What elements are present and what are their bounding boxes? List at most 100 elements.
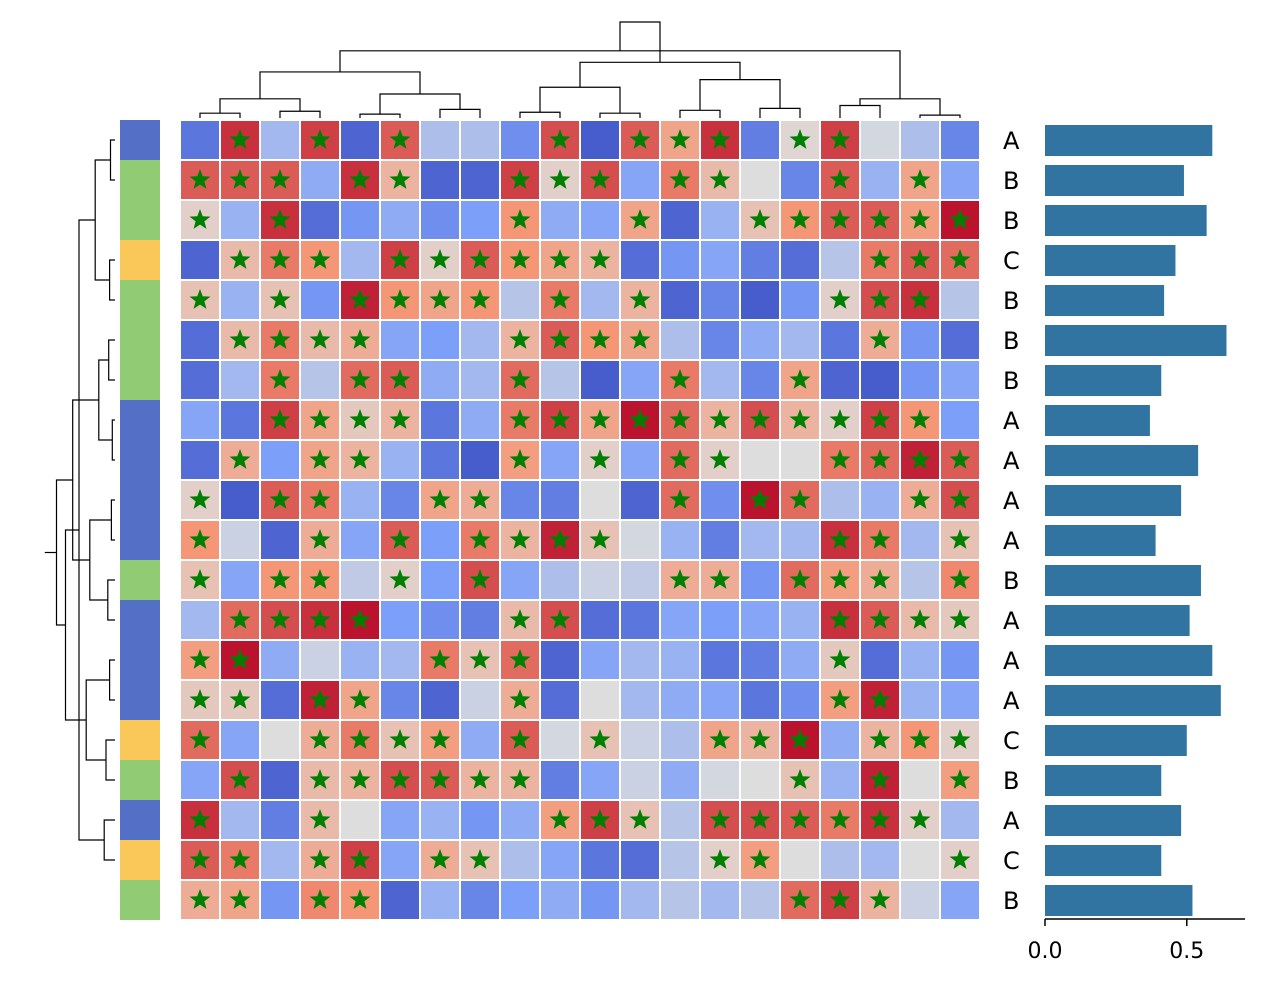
- heatmap-cell: [659, 599, 701, 641]
- heatmap-cell: [619, 719, 661, 761]
- heatmap-cell: [779, 239, 821, 281]
- heatmap-cell: [899, 239, 941, 281]
- heatmap-cell: [579, 199, 621, 241]
- dendrogram-link: [55, 479, 73, 626]
- significance-star-icon: [349, 409, 371, 429]
- heatmap-cell: [819, 839, 861, 881]
- significance-star-icon: [229, 249, 251, 269]
- significance-star-icon: [389, 289, 411, 309]
- significance-star-icon: [629, 409, 651, 429]
- heatmap-cell: [459, 399, 501, 441]
- bar: [1045, 245, 1176, 276]
- heatmap-cell: [699, 319, 741, 361]
- significance-star-icon: [469, 769, 491, 789]
- bar: [1045, 765, 1162, 796]
- bar: [1045, 405, 1150, 436]
- significance-star-icon: [349, 449, 371, 469]
- significance-star-icon: [269, 569, 291, 589]
- significance-star-icon: [389, 169, 411, 189]
- heatmap-cell: [619, 159, 661, 201]
- heatmap-cell: [219, 559, 261, 601]
- dendrogram-link: [259, 71, 421, 99]
- significance-star-icon: [349, 769, 371, 789]
- significance-star-icon: [789, 809, 811, 829]
- significance-star-icon: [429, 649, 451, 669]
- significance-star-icon: [509, 649, 531, 669]
- heatmap-cell: [899, 159, 941, 201]
- significance-star-icon: [949, 769, 971, 789]
- significance-star-icon: [629, 329, 651, 349]
- row-group-color-cell: [120, 840, 160, 880]
- heatmap-cell: [499, 799, 541, 841]
- significance-star-icon: [549, 169, 571, 189]
- significance-star-icon: [269, 289, 291, 309]
- heatmap-cell: [939, 679, 981, 721]
- significance-star-icon: [709, 729, 731, 749]
- significance-star-icon: [829, 449, 851, 469]
- heatmap-cell: [579, 119, 621, 161]
- heatmap-cell: [619, 439, 661, 481]
- significance-star-icon: [349, 289, 371, 309]
- significance-star-icon: [829, 169, 851, 189]
- significance-star-icon: [589, 169, 611, 189]
- heatmap-cell: [219, 359, 261, 401]
- heatmap-cell: [819, 399, 861, 441]
- heatmap-cell: [219, 279, 261, 321]
- significance-star-icon: [429, 729, 451, 749]
- significance-star-icon: [709, 129, 731, 149]
- heatmap-cell: [659, 679, 701, 721]
- significance-star-icon: [229, 329, 251, 349]
- significance-star-icon: [869, 729, 891, 749]
- dendrogram-link: [519, 111, 561, 118]
- heatmap-cell: [619, 479, 661, 521]
- heatmap-cell: [699, 759, 741, 801]
- heatmap-cell: [339, 559, 381, 601]
- heatmap-cell: [259, 439, 301, 481]
- significance-star-icon: [269, 249, 291, 269]
- bar: [1045, 205, 1207, 236]
- significance-star-icon: [749, 209, 771, 229]
- significance-star-icon: [949, 449, 971, 469]
- heatmap-cell: [579, 479, 621, 521]
- heatmap-cell: [939, 319, 981, 361]
- significance-star-icon: [389, 369, 411, 389]
- heatmap-cell: [659, 279, 701, 321]
- significance-star-icon: [829, 689, 851, 709]
- dendrogram-link: [679, 109, 721, 118]
- significance-star-icon: [789, 129, 811, 149]
- bar: [1045, 805, 1182, 836]
- heatmap-cell: [219, 399, 261, 441]
- row-label: C: [1003, 247, 1020, 275]
- bar: [1045, 685, 1221, 716]
- dendrogram-link: [379, 93, 461, 115]
- significance-star-icon: [629, 209, 651, 229]
- heatmap-cell: [659, 839, 701, 881]
- significance-star-icon: [189, 209, 211, 229]
- heatmap-cell: [299, 439, 341, 481]
- dendrogram-link: [111, 419, 115, 461]
- heatmap-cell: [739, 519, 781, 561]
- row-label: C: [1003, 727, 1020, 755]
- bar: [1045, 445, 1199, 476]
- heatmap-cell: [699, 239, 741, 281]
- significance-star-icon: [789, 409, 811, 429]
- row-label: A: [1003, 807, 1020, 835]
- heatmap-cell: [459, 319, 501, 361]
- significance-star-icon: [269, 329, 291, 349]
- heatmap-cell: [859, 159, 901, 201]
- row-group-color-cell: [120, 640, 160, 680]
- heatmap-cell: [779, 839, 821, 881]
- significance-star-icon: [909, 289, 931, 309]
- significance-star-icon: [949, 249, 971, 269]
- significance-star-icon: [549, 329, 571, 349]
- dendrogram-link: [919, 114, 961, 118]
- row-label: A: [1003, 127, 1020, 155]
- heatmap-cell: [739, 879, 781, 921]
- heatmap-cell: [659, 239, 701, 281]
- significance-star-icon: [509, 769, 531, 789]
- heatmap-cell: [579, 679, 621, 721]
- significance-star-icon: [789, 729, 811, 749]
- significance-star-icon: [749, 489, 771, 509]
- heatmap-cell: [379, 839, 421, 881]
- row-group-color-cell: [120, 360, 160, 400]
